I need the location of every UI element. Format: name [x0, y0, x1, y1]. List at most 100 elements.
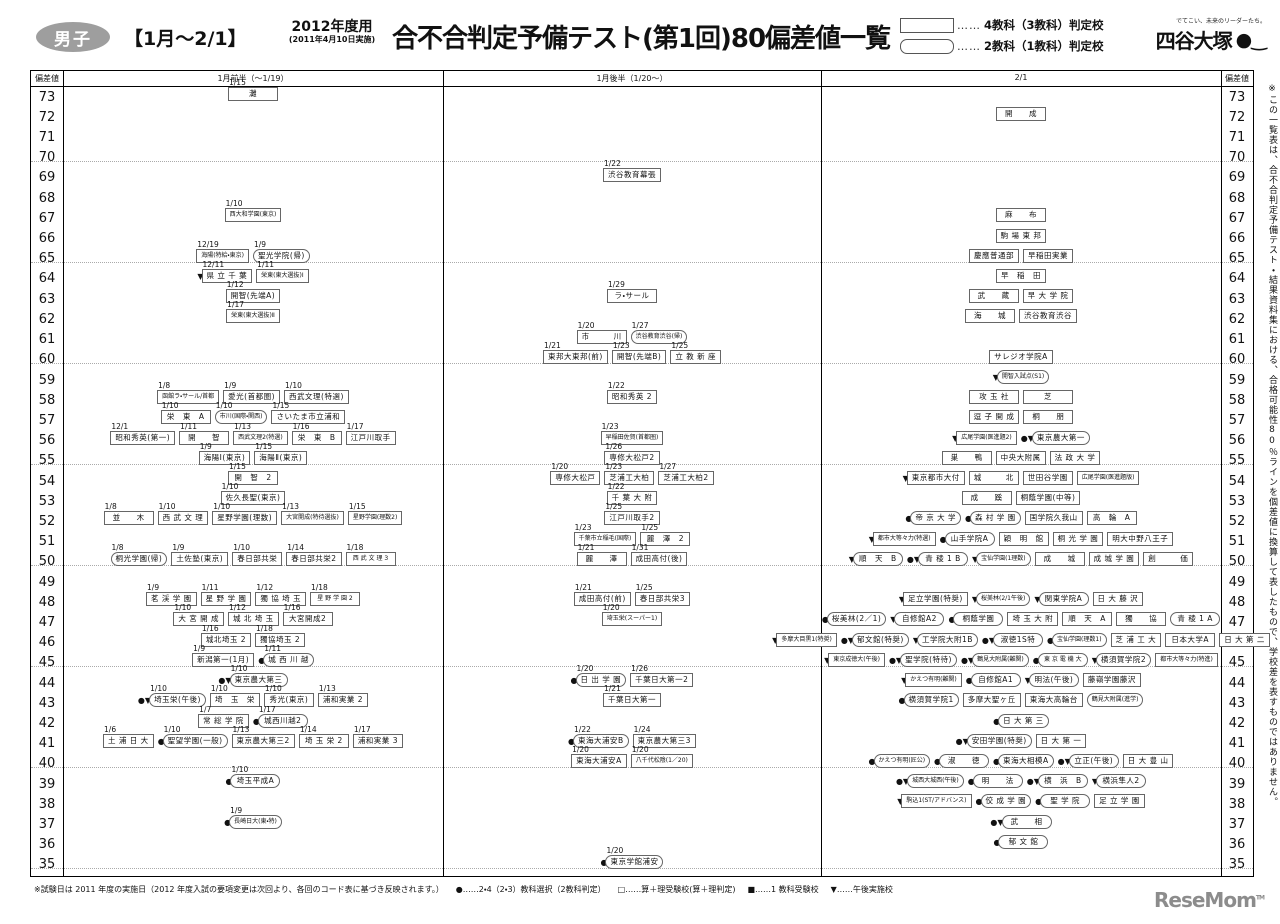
school-chip-69-c2-0[interactable]: 1/22 渋谷教育幕張: [603, 159, 661, 182]
school-chip-46-c3-6[interactable]: 日本大学A: [1165, 625, 1216, 647]
school-chip-41-c1-1[interactable]: ● 1/10 聖望学園(一般): [158, 725, 228, 748]
school-chip-45-c3-3[interactable]: ● 東 京 電 機 大: [1033, 645, 1088, 667]
school-name-box[interactable]: 青 稜 1 A: [1170, 612, 1221, 627]
school-name-box[interactable]: 巣 鴨: [941, 450, 992, 465]
school-name-box[interactable]: 灘: [228, 87, 278, 102]
school-name-box[interactable]: 成 城 学 園: [1088, 551, 1140, 566]
school-name-box[interactable]: 武 蔵: [968, 289, 1019, 304]
school-name-box[interactable]: 穎 明 館: [998, 531, 1049, 546]
school-chip-65-c3-0[interactable]: 慶應普通部: [969, 241, 1019, 263]
school-chip-45-c1-1[interactable]: ● 1/11 城 西 川 越: [258, 644, 314, 667]
school-chip-47-c1-1[interactable]: 1/12 城 北 埼 玉: [228, 604, 279, 627]
school-chip-41-c1-2[interactable]: 1/13 東京農大第三2: [231, 725, 295, 748]
school-name-box[interactable]: 順 天 A: [1062, 612, 1113, 627]
school-name-box[interactable]: 県 立 千 葉: [201, 268, 253, 283]
school-chip-48-c3-3[interactable]: 日 大 藤 沢: [1092, 584, 1144, 607]
school-chip-54-c1-0[interactable]: 1/15 開 智 2: [228, 463, 278, 486]
school-chip-48-c3-2[interactable]: ▼ 関東学院A: [1034, 584, 1089, 607]
school-chip-46-c3-7[interactable]: 日 大 第 二: [1219, 625, 1270, 647]
school-chip-62-c1-0[interactable]: 1/17 栄東(東大選抜)Ⅱ: [226, 301, 280, 324]
school-chip-46-c3-4[interactable]: ● 宝仙学園(理数1): [1047, 625, 1107, 647]
school-name-box[interactable]: 海陽Ⅰ(東京): [198, 450, 251, 465]
school-name-box[interactable]: 大宮開成(特待選抜): [281, 511, 344, 526]
school-chip-46-c1-0[interactable]: 1/16 城北埼玉 2: [200, 624, 251, 647]
school-chip-52-c1-3[interactable]: 1/13 大宮開成(特待選抜): [281, 503, 344, 526]
school-chip-43-c3-1[interactable]: 多摩大聖ヶ丘: [962, 685, 1021, 708]
school-chip-51-c3-0[interactable]: ▼ 都市大等々力(特選): [869, 524, 936, 546]
school-name-box[interactable]: 西 武 文 理 3: [345, 551, 396, 566]
school-name-box[interactable]: 春日部共栄3: [634, 592, 691, 607]
school-name-box[interactable]: 開智入試点(S1): [996, 370, 1050, 384]
school-name-box[interactable]: 千葉日大第一2: [630, 673, 694, 688]
school-name-box[interactable]: 浦和実業 2: [317, 693, 369, 708]
school-chip-45-c3-1[interactable]: ●▼ 聖学院(特待): [889, 645, 957, 667]
school-chip-64-c3-0[interactable]: 早 稲 田: [996, 261, 1046, 283]
school-chip-51-c3-3[interactable]: 桐 光 学 園: [1052, 524, 1104, 546]
school-chip-54-c3-0[interactable]: ▼ 東京都市大付: [903, 463, 965, 486]
school-name-box[interactable]: 自修館A2: [894, 612, 945, 627]
school-name-box[interactable]: 慶應普通部: [969, 248, 1019, 263]
school-name-box[interactable]: 開 成: [996, 107, 1046, 122]
school-name-box[interactable]: 西武文理(特選): [284, 390, 349, 405]
school-chip-50-c1-1[interactable]: 1/9 土佐塾(東京): [171, 543, 229, 566]
school-chip-61-c2-1[interactable]: 1/27 渋谷教育渋谷(帰): [630, 321, 688, 344]
school-chip-46-c3-1[interactable]: ●▼ 郁文館(特奨): [841, 625, 909, 647]
school-chip-41-c3-1[interactable]: 日 大 第 一: [1035, 726, 1087, 748]
school-chip-56-c1-2[interactable]: 1/13 西武文理2(特選): [233, 422, 288, 445]
school-name-box[interactable]: 城 西 川 越: [263, 652, 314, 667]
school-name-box[interactable]: 逗 子 開 成: [968, 410, 1020, 425]
school-name-box[interactable]: 埼 玉 大 附: [1007, 612, 1059, 627]
school-name-box[interactable]: 並 木: [103, 511, 154, 526]
school-chip-48-c3-1[interactable]: ▼ 桜美林(2/1午後): [972, 584, 1031, 607]
school-chip-55-c3-1[interactable]: 中央大附属: [995, 443, 1046, 465]
school-name-box[interactable]: 渋谷教育幕張: [603, 167, 661, 182]
school-chip-47-c3-2[interactable]: ● 桐蔭学園: [948, 604, 1004, 627]
school-name-box[interactable]: 藤嶺学園藤沢: [1082, 673, 1141, 688]
school-name-box[interactable]: 多摩大聖ヶ丘: [962, 693, 1021, 708]
school-chip-35-c2-0[interactable]: ● 1/20 東京学館浦安: [601, 846, 664, 869]
school-chip-52-c3-3[interactable]: 高 輪 A: [1086, 503, 1137, 526]
school-chip-50-c3-3[interactable]: 成 城: [1034, 544, 1085, 566]
school-name-box[interactable]: 八千代松陰(1／20): [630, 753, 693, 768]
school-name-box[interactable]: 東海大相模A: [998, 753, 1054, 768]
school-chip-45-c3-0[interactable]: ▼ 東京成徳大(午後): [824, 645, 885, 667]
school-name-box[interactable]: 春日部共栄2: [286, 551, 342, 566]
school-name-box[interactable]: 宝仙学園(1理数): [976, 551, 1031, 566]
school-name-box[interactable]: 東海大浦安A: [571, 753, 627, 768]
school-name-box[interactable]: 東 京 電 機 大: [1037, 652, 1088, 667]
school-chip-51-c2-0[interactable]: 1/23 千葉市立稲毛(国際): [573, 523, 637, 546]
school-name-box[interactable]: 日 大 第 三: [998, 713, 1049, 728]
school-name-box[interactable]: 山手学院A: [944, 531, 995, 546]
school-chip-54-c2-2[interactable]: 1/27 芝浦工大柏2: [658, 463, 714, 486]
school-chip-40-c2-1[interactable]: 1/20 八千代松陰(1／20): [630, 745, 693, 768]
school-name-box[interactable]: 城西大城西(午後): [907, 774, 964, 789]
school-chip-55-c3-2[interactable]: 法 政 大 学: [1049, 443, 1101, 465]
school-name-box[interactable]: 桜美林(2／1): [826, 612, 887, 627]
school-name-box[interactable]: 昭和秀英 2: [606, 390, 658, 405]
school-name-box[interactable]: 西 武 文 理: [157, 511, 209, 526]
school-chip-60-c2-0[interactable]: 1/21 東邦大東邦(前): [542, 341, 608, 364]
school-chip-56-c1-1[interactable]: 1/11 開 智: [179, 422, 230, 445]
school-chip-47-c3-6[interactable]: 青 稜 1 A: [1170, 604, 1221, 627]
school-chip-52-c3-1[interactable]: ● 森 村 学 園: [965, 503, 1021, 526]
school-chip-50-c3-4[interactable]: 成 城 学 園: [1088, 544, 1140, 566]
school-chip-52-c1-1[interactable]: 1/10 西 武 文 理: [157, 503, 209, 526]
school-chip-48-c1-3[interactable]: 1/18 星 野 学 園 2: [309, 584, 360, 607]
school-chip-38-c3-1[interactable]: ● 佼 成 学 園: [976, 786, 1032, 809]
school-name-box[interactable]: 芝浦工大柏2: [658, 471, 714, 486]
school-chip-55-c2-0[interactable]: 1/26 専修大松戸2: [604, 442, 660, 465]
school-chip-63-c1-0[interactable]: 1/12 開智(先端A): [225, 281, 281, 304]
school-name-box[interactable]: 開 智: [179, 430, 230, 445]
school-chip-44-c2-1[interactable]: 1/26 千葉日大第一2: [630, 665, 694, 688]
school-chip-40-c3-0[interactable]: ● かえつ有明(匠公): [869, 746, 931, 768]
school-chip-37-c3-0[interactable]: ●▼ 武 相: [990, 807, 1052, 829]
school-chip-54-c2-1[interactable]: 1/23 芝浦工大柏: [604, 463, 655, 486]
school-name-box[interactable]: 青 稜 1 B: [917, 551, 968, 566]
school-name-box[interactable]: 芝浦工大柏: [604, 471, 655, 486]
school-name-box[interactable]: 早 稲 田: [996, 268, 1046, 283]
school-chip-60-c3-0[interactable]: サレジオ学院A: [989, 342, 1053, 364]
school-chip-48-c1-2[interactable]: 1/12 獨 協 埼 玉: [255, 584, 306, 607]
school-name-box[interactable]: 東海大高輪台: [1024, 693, 1083, 708]
school-name-box[interactable]: さいたま市立浦和: [271, 410, 346, 425]
school-chip-51-c3-1[interactable]: ● 山手学院A: [940, 524, 995, 546]
